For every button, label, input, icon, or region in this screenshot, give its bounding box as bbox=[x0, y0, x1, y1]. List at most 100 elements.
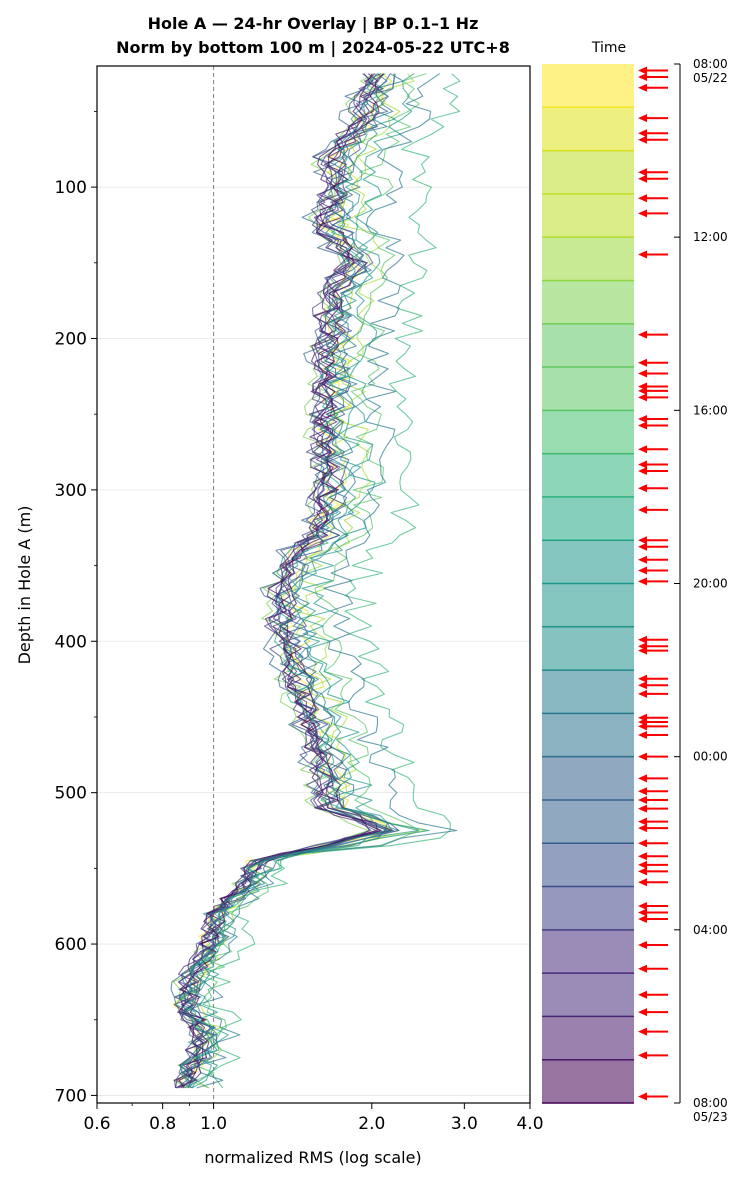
event-arrow-head-1 bbox=[638, 66, 647, 75]
event-arrow-head-42 bbox=[638, 787, 647, 796]
event-arrow-head-39 bbox=[638, 731, 647, 740]
chart-title-line2: Norm by bottom 100 m | 2024-05-22 UTC+8 bbox=[116, 38, 510, 58]
event-arrow-head-55 bbox=[638, 940, 647, 949]
main-plot: 0.6 0.8 1.0 2.0 3.0 4.0 100 200 300 400 500 600 700 bbox=[55, 65, 544, 1134]
event-arrow-head-48 bbox=[638, 852, 647, 861]
event-arrow-head-2 bbox=[638, 72, 647, 81]
colorbar-bin-7 bbox=[542, 323, 634, 368]
series-line-18 bbox=[173, 73, 388, 1089]
time-tick-label-20: 04:00 bbox=[693, 923, 728, 937]
event-markers bbox=[638, 66, 668, 1101]
event-arrow-head-52 bbox=[638, 902, 647, 911]
event-arrow-head-10 bbox=[638, 209, 647, 218]
event-arrow-head-47 bbox=[638, 839, 647, 848]
event-arrow-head-12 bbox=[638, 330, 647, 339]
event-arrow-head-13 bbox=[638, 358, 647, 367]
colorbar-bin-11 bbox=[542, 496, 634, 541]
event-arrow-head-22 bbox=[638, 466, 647, 475]
y-axis: 100 200 300 400 500 600 700 bbox=[55, 111, 97, 1106]
event-arrow-head-60 bbox=[638, 1051, 647, 1060]
event-arrow-head-41 bbox=[638, 774, 647, 783]
x-tick-label-0.8: 0.8 bbox=[149, 1114, 176, 1134]
colorbar-bin-12 bbox=[542, 540, 634, 584]
event-arrow-head-5 bbox=[638, 129, 647, 138]
event-arrow-head-25 bbox=[638, 536, 647, 545]
colorbar-bin-1 bbox=[542, 64, 634, 108]
event-arrow-head-45 bbox=[638, 817, 647, 826]
series-line-3 bbox=[184, 73, 427, 1089]
event-arrow-head-56 bbox=[638, 964, 647, 973]
event-arrow-head-33 bbox=[638, 674, 647, 683]
x-axis-label: normalized RMS (log scale) bbox=[204, 1148, 421, 1167]
colorbar-bin-16 bbox=[542, 713, 634, 757]
event-arrow-head-17 bbox=[638, 393, 647, 402]
x-tick-label-3.0: 3.0 bbox=[451, 1114, 478, 1134]
colorbar-bin-10 bbox=[542, 453, 634, 497]
colorbar-bin-18 bbox=[542, 799, 634, 844]
series-line-24 bbox=[174, 73, 389, 1089]
colorbar: Time 08:0005/2212:0016:0020:0000:0004:00… bbox=[542, 40, 728, 1124]
series-line-22 bbox=[179, 73, 404, 1089]
x-tick-label-2.0: 2.0 bbox=[358, 1114, 385, 1134]
event-arrow-head-58 bbox=[638, 1008, 647, 1017]
colorbar-bin-4 bbox=[542, 193, 634, 238]
event-arrow-head-21 bbox=[638, 460, 647, 469]
event-arrow-head-34 bbox=[638, 681, 647, 690]
series-line-2 bbox=[179, 73, 393, 1089]
colorbar-title: Time bbox=[591, 40, 626, 56]
time-tick-label-8: 16:00 bbox=[693, 403, 728, 417]
chart-title-line1: Hole A — 24-hr Overlay | BP 0.1–1 Hz bbox=[148, 14, 479, 34]
colorbar-bin-14 bbox=[542, 626, 634, 671]
series-line-8 bbox=[182, 73, 420, 1089]
colorbar-bin-13 bbox=[542, 583, 634, 627]
time-tick-label-16: 00:00 bbox=[693, 750, 728, 764]
colorbar-bin-9 bbox=[542, 410, 634, 454]
series-line-20 bbox=[174, 73, 377, 1089]
event-arrow-head-4 bbox=[638, 114, 647, 123]
event-arrow-head-11 bbox=[638, 250, 647, 259]
x-tick-label-4.0: 4.0 bbox=[516, 1114, 543, 1134]
colorbar-bin-21 bbox=[542, 929, 634, 974]
colorbar-bin-17 bbox=[542, 756, 634, 800]
x-tick-label-0.6: 0.6 bbox=[83, 1114, 110, 1134]
event-arrow-head-50 bbox=[638, 867, 647, 876]
series-line-16 bbox=[179, 73, 384, 1089]
colorbar-bin-20 bbox=[542, 886, 634, 930]
event-arrow-head-43 bbox=[638, 795, 647, 804]
event-arrow-head-32 bbox=[638, 646, 647, 655]
colorbar-bin-19 bbox=[542, 843, 634, 887]
event-arrow-head-59 bbox=[638, 1027, 647, 1036]
time-tick-label-4: 12:00 bbox=[693, 230, 728, 244]
colorbar-bin-23 bbox=[542, 1016, 634, 1060]
colorbar-time-axis: 08:0005/2212:0016:0020:0000:0004:0008:00… bbox=[674, 57, 728, 1124]
event-arrow-head-28 bbox=[638, 566, 647, 575]
series-layer bbox=[170, 73, 461, 1089]
event-arrow-head-38 bbox=[638, 722, 647, 731]
event-arrow-head-54 bbox=[638, 915, 647, 924]
series-line-23 bbox=[184, 73, 430, 1089]
colorbar-bin-24 bbox=[542, 1059, 634, 1103]
time-tick-label-0: 08:00 bbox=[693, 57, 728, 71]
colorbar-bin-22 bbox=[542, 973, 634, 1017]
y-tick-label-700: 700 bbox=[55, 1086, 87, 1106]
colorbar-bin-2 bbox=[542, 107, 634, 151]
colorbar-bins bbox=[542, 64, 634, 1104]
y-axis-label: Depth in Hole A (m) bbox=[15, 506, 34, 665]
colorbar-bin-8 bbox=[542, 367, 634, 411]
y-tick-label-400: 400 bbox=[55, 632, 87, 652]
event-arrow-head-40 bbox=[638, 752, 647, 761]
event-arrow-head-27 bbox=[638, 555, 647, 564]
y-tick-label-200: 200 bbox=[55, 329, 87, 349]
colorbar-bin-15 bbox=[542, 670, 634, 714]
event-arrow-head-23 bbox=[638, 484, 647, 493]
x-tick-label-1.0: 1.0 bbox=[200, 1114, 227, 1134]
time-tick-label-0-date: 05/22 bbox=[693, 71, 728, 85]
y-tick-label-300: 300 bbox=[55, 481, 87, 501]
y-tick-label-100: 100 bbox=[55, 178, 87, 198]
event-arrow-head-53 bbox=[638, 908, 647, 917]
event-arrow-head-51 bbox=[638, 878, 647, 887]
event-arrow-head-8 bbox=[638, 174, 647, 183]
series-line-10 bbox=[196, 73, 458, 1089]
event-arrow-head-29 bbox=[638, 577, 647, 586]
